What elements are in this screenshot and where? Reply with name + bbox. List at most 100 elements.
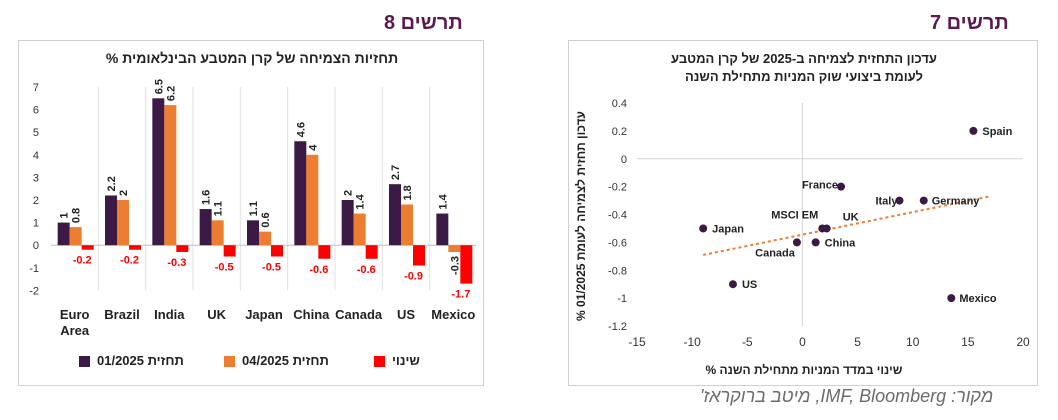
trendline: [702, 195, 991, 256]
scatter-point: [792, 238, 801, 247]
chart-7-label: תרשים 7: [930, 12, 1009, 34]
x-category-label: China: [293, 307, 330, 322]
y-tick-label: 0: [33, 240, 39, 252]
scatter-title-line: לעומת ביצועי שוק המניות מתחילת השנה: [685, 69, 923, 84]
bar-forecast-apr: [117, 200, 129, 246]
scatter-title-line: עדכון התחזית לצמיחה ב-2025 של קרן המטבע: [671, 51, 937, 66]
x-tick-label: 20: [1016, 335, 1030, 349]
bar-value-label: 6.2: [165, 86, 177, 101]
scatter-point: [822, 224, 831, 233]
change-value-label: -1.7: [451, 289, 470, 301]
x-category-label: Brazil: [104, 307, 139, 322]
bar-value-label: 1.1: [248, 201, 260, 216]
bar-change: [413, 245, 425, 266]
bar-change: [460, 245, 473, 284]
point-label: Canada: [755, 247, 796, 259]
bar-forecast-jan: [389, 184, 401, 246]
bar-value-label: 1.4: [355, 193, 367, 209]
point-label: MSCI EM: [771, 209, 818, 221]
x-category-label: India: [154, 307, 185, 322]
bar-forecast-jan: [57, 222, 70, 246]
y-tick-label: 4: [33, 150, 39, 162]
change-value-label: -0.9: [404, 271, 423, 283]
bar-forecast-jan: [294, 141, 307, 246]
y-tick-label: -0.4: [608, 210, 627, 222]
legend-swatch: [224, 356, 235, 367]
bar-value-label: 1.6: [201, 190, 213, 205]
x-tick-label: 0: [799, 335, 806, 349]
bar-forecast-apr: [306, 154, 319, 246]
x-tick-label: 15: [961, 335, 975, 349]
point-label: France: [802, 180, 838, 192]
bar-value-label: 1.4: [437, 193, 449, 209]
y-tick-label: -2: [29, 285, 39, 297]
bar-chart-panel: תחזיות הצמיחה של קרן המטבע הבינלאומית % -…: [18, 40, 484, 386]
y-tick-label: 7: [33, 82, 39, 94]
bar-value-label: 1.1: [213, 201, 225, 216]
y-tick-label: 6: [33, 105, 39, 117]
scatter-chart: עדכון התחזית לצמיחה ב-2025 של קרן המטבע ל…: [574, 51, 1030, 377]
y-tick-label: -1: [29, 263, 39, 275]
chart-8-label: תרשים 8: [384, 12, 463, 34]
bar-forecast-jan: [436, 213, 449, 246]
bar-value-label: 2: [118, 190, 130, 196]
legend-label: שינוי: [392, 353, 420, 368]
bar-chart-title: תחזיות הצמיחה של קרן המטבע הבינלאומית %: [106, 50, 398, 66]
scatter-point: [895, 196, 904, 205]
bar-value-label: 1.8: [402, 185, 414, 200]
change-value-label: -0.5: [215, 262, 234, 274]
point-label: UK: [843, 211, 859, 223]
bar-forecast-apr: [353, 213, 366, 246]
x-tick-label: -10: [683, 335, 701, 349]
legend-label: תחזית 04/2025: [242, 353, 329, 368]
point-label: Germany: [932, 196, 981, 208]
y-tick-label: 1: [33, 218, 39, 230]
scatter-point: [811, 238, 820, 247]
y-tick-label: 2: [33, 195, 39, 207]
scatter-point: [947, 294, 956, 303]
x-tick-label: -5: [742, 335, 753, 349]
change-value-label: -0.2: [73, 255, 92, 267]
y-tick-label: -1.2: [608, 321, 627, 333]
scatter-point: [728, 280, 737, 289]
bar-value-label: 6.5: [153, 79, 165, 94]
x-category-label: UK: [207, 307, 226, 322]
point-label: China: [825, 237, 856, 249]
x-category-label: Japan: [245, 307, 283, 322]
bar-value-label: 2.2: [106, 176, 118, 191]
x-category-label: Canada: [335, 307, 383, 322]
x-category-label: Mexico: [431, 307, 475, 322]
bar-forecast-jan: [341, 200, 354, 246]
x-category-label: US: [397, 307, 415, 322]
bar-forecast-apr: [211, 220, 224, 246]
bar-value-label: 0.8: [71, 208, 83, 223]
bar-forecast-jan: [199, 209, 212, 246]
x-category-label: Area: [60, 323, 90, 338]
y-tick-label: 5: [33, 127, 39, 139]
legend-label: תחזית 01/2025: [97, 353, 184, 368]
x-tick-label: 10: [906, 335, 920, 349]
y-tick-label: -0.2: [608, 182, 627, 194]
y-tick-label: 0.4: [612, 98, 627, 110]
bar-value-label: 4.6: [295, 122, 307, 137]
bar-value-label: 4: [307, 144, 319, 151]
point-label: Mexico: [959, 293, 997, 305]
change-value-label: -0.2: [120, 255, 139, 267]
bar-change: [318, 245, 331, 259]
x-tick-label: -15: [628, 335, 646, 349]
y-tick-label: -0.6: [608, 237, 627, 249]
scatter-point: [837, 182, 846, 191]
scatter-point: [919, 196, 928, 205]
bar-value-label: 2: [343, 190, 355, 196]
bar-value-label: -0.3: [449, 256, 461, 275]
point-label: Italy: [875, 196, 898, 208]
bar-change: [365, 245, 378, 259]
bar-forecast-jan: [105, 195, 117, 246]
bar-forecast-jan: [247, 220, 259, 246]
y-tick-label: -0.8: [608, 265, 627, 277]
y-tick-label: 3: [33, 172, 39, 184]
change-value-label: -0.3: [167, 257, 186, 269]
bar-change: [129, 245, 141, 250]
y-axis-title: עדכון תחזית לצמיחה לעומת 01/2025 %: [574, 111, 588, 321]
x-category-label: Euro: [60, 307, 90, 322]
